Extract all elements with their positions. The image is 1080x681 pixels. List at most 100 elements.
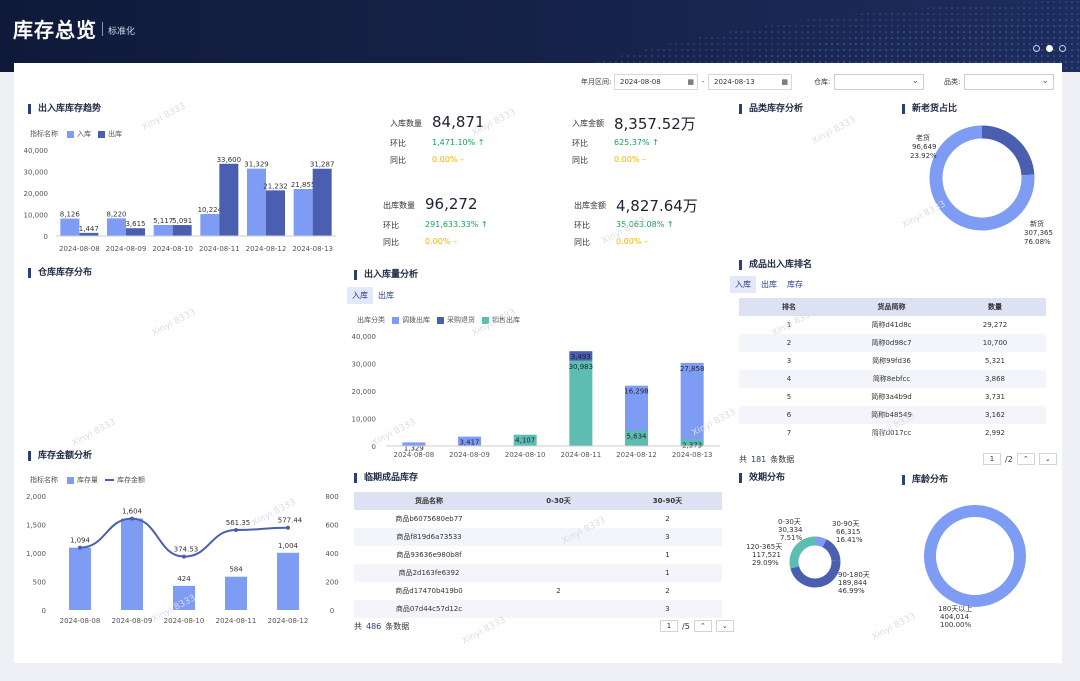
- arrow-up-icon: ↑: [480, 220, 488, 229]
- x-tick-label: 2024-08-10: [505, 451, 546, 459]
- x-tick-label: 2024-08-12: [268, 617, 309, 625]
- ranking-table-wrap[interactable]: 排名 货品简称 数量 1 简称d41d8c 29,272 2 简称0d98c7 10,70…: [739, 298, 1046, 450]
- table-cell: 2,992: [984, 429, 1006, 437]
- table-header: 货品简称: [839, 298, 944, 316]
- tab-in[interactable]: 入库: [347, 287, 373, 304]
- table-row[interactable]: 2 简称0d98c7 10,700: [739, 334, 1046, 352]
- table-cell: 简称8ebfcc: [839, 370, 944, 388]
- bar-stock-qty: [69, 547, 91, 610]
- table-row[interactable]: 4 简称8ebfcc 3,868: [739, 370, 1046, 388]
- carousel-dot[interactable]: [1033, 45, 1040, 52]
- bar-stock-qty: [173, 585, 195, 610]
- y-tick-label: 500: [33, 579, 46, 587]
- legend-label-stock-amt[interactable]: 库存金额: [117, 476, 145, 484]
- io-chart: 0 10,000 20,000 30,000 40,000 2024-08-081,329…: [352, 333, 720, 459]
- table-row[interactable]: 商品f819d6a73533 3: [354, 528, 722, 546]
- category-select[interactable]: ⌄: [964, 74, 1054, 90]
- legend-swatch-stock-qty: [67, 476, 74, 484]
- legend-label-sales[interactable]: 销售出库: [492, 316, 520, 324]
- total-count: 181: [751, 455, 767, 464]
- slice-label: 老货: [916, 133, 930, 142]
- ranking-pager: 共 181 条数据: [739, 454, 794, 465]
- page-input[interactable]: 1: [660, 620, 678, 632]
- chevron-down-icon[interactable]: ⌄: [1038, 453, 1057, 465]
- line-point: [286, 525, 290, 530]
- date-start-input[interactable]: 2024-08-08 ▦: [614, 74, 698, 90]
- bar-segment: [569, 351, 593, 361]
- table-row[interactable]: 7 简称d017cc 2,992: [739, 424, 1046, 442]
- table-row[interactable]: 商品b6075680eb77 2: [354, 510, 722, 528]
- warehouse-select[interactable]: ⌄: [834, 74, 924, 90]
- kpi-out-qty-hb: 291,633.33% ↑: [425, 220, 488, 229]
- page-input[interactable]: 1: [983, 453, 1001, 465]
- kpi-out-qty-label: 出库数量: [383, 201, 415, 210]
- donut-slice: [790, 560, 841, 588]
- carousel-dots[interactable]: [1033, 45, 1066, 52]
- kpi-in-qty-label: 入库数量: [390, 119, 422, 128]
- table-cell: 4: [739, 370, 839, 388]
- kpi-in-amt-tb-value: 0.00%: [614, 155, 640, 164]
- table-cell: 29,272: [982, 321, 1008, 329]
- table-row[interactable]: 1 简称d41d8c 29,272: [739, 316, 1046, 334]
- table-row[interactable]: 商品d17470b419b0 2 2: [354, 582, 722, 600]
- kpi-in-qty-value: 84,871: [432, 113, 485, 131]
- section-title-io: 出入库量分析: [354, 270, 418, 280]
- title-divider: [102, 22, 103, 36]
- total-count: 486: [366, 622, 382, 631]
- carousel-dot-active[interactable]: [1046, 45, 1053, 52]
- table-row[interactable]: 商品93636e980b8f 1: [354, 546, 722, 564]
- total-prefix: 共: [739, 455, 747, 464]
- slice-label: 66,315: [836, 528, 861, 536]
- date-separator: -: [702, 78, 705, 86]
- date-end-input[interactable]: 2024-08-13 ▦: [708, 74, 792, 90]
- data-label: 31,287: [310, 161, 335, 169]
- table-cell: [504, 564, 613, 582]
- legend-label-transfer[interactable]: 调拨出库: [402, 316, 430, 324]
- data-label: 1,604: [122, 508, 143, 516]
- tab-out[interactable]: 出库: [378, 291, 394, 300]
- bar-in: [107, 218, 126, 236]
- chevron-down-icon[interactable]: ⌄: [715, 620, 734, 632]
- section-title-trend: 出入库库存趋势: [28, 104, 101, 114]
- table-row[interactable]: 商品07d44c57d12c 3: [354, 600, 722, 618]
- table-row[interactable]: 3 简称99fd36 5,321: [739, 352, 1046, 370]
- bar-in: [293, 189, 313, 236]
- kpi-in-qty-hb-label: 环比: [390, 139, 406, 148]
- tab-out[interactable]: 出库: [761, 280, 777, 289]
- table-cell: 简称0d98c7: [839, 334, 944, 352]
- y-tick-label: 40,000: [352, 333, 377, 341]
- table-cell: 商品93636e980b8f: [396, 551, 462, 559]
- slice-label: 96,649: [912, 143, 937, 151]
- data-label: 3,493: [571, 353, 591, 361]
- dash-icon: –: [641, 155, 646, 164]
- table-row[interactable]: 5 简称3a4b9d 3,731: [739, 388, 1046, 406]
- y-tick-label-right: 400: [325, 550, 338, 558]
- y-tick-label-right: 200: [325, 579, 338, 587]
- legend-label-return[interactable]: 采购退货: [447, 316, 475, 324]
- legend-label-out[interactable]: 出库: [108, 130, 122, 138]
- bar-in: [247, 168, 266, 236]
- bar-segment: [680, 362, 704, 440]
- slice-label: 180天以上: [938, 604, 972, 613]
- table-row[interactable]: 商品2d163fe6392 1: [354, 564, 722, 582]
- table-cell: 7: [786, 429, 792, 437]
- kpi-out-amt-hb-value: 35,063.08%: [616, 220, 665, 229]
- slice-label: 30,334: [778, 526, 803, 534]
- legend-label-stock-qty[interactable]: 库存量: [77, 476, 98, 484]
- tab-in[interactable]: 入库: [730, 276, 756, 293]
- table-row[interactable]: 6 简称b48549 3,162: [739, 406, 1046, 424]
- x-tick-label: 2024-08-11: [216, 617, 257, 625]
- chevron-down-icon: ⌄: [1041, 76, 1049, 86]
- table-cell: 5,321: [984, 357, 1006, 365]
- chevron-up-icon[interactable]: ⌃: [1016, 453, 1035, 465]
- y-tick-label: 10,000: [24, 212, 48, 220]
- bar-out: [79, 232, 99, 236]
- carousel-dot[interactable]: [1059, 45, 1066, 52]
- legend-label-in[interactable]: 入库: [77, 130, 91, 138]
- table-cell: 6: [739, 406, 839, 424]
- bar-out: [126, 228, 145, 236]
- chevron-up-icon[interactable]: ⌃: [693, 620, 712, 632]
- tab-stock[interactable]: 库存: [787, 280, 803, 289]
- section-title-category: 品类库存分析: [739, 104, 803, 114]
- x-tick-label: 2024-08-11: [199, 245, 240, 253]
